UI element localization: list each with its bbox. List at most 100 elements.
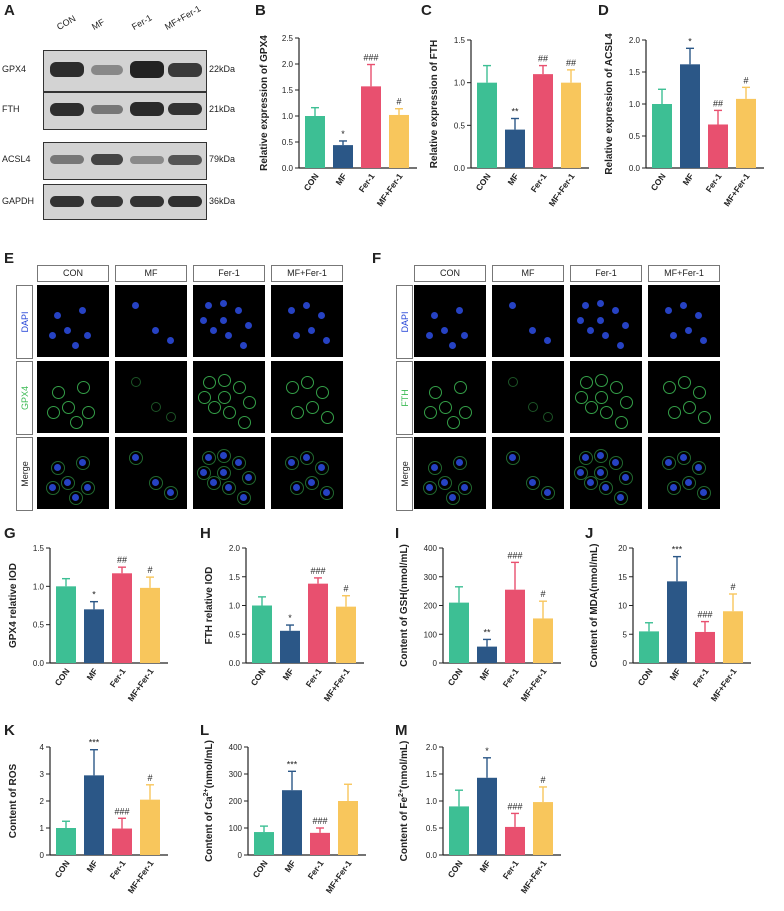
y-tick-label: 100: [229, 824, 243, 833]
if-micrograph: [37, 361, 109, 433]
y-tick-label: 0.5: [282, 138, 294, 147]
y-tick-label: 0.5: [229, 630, 241, 639]
x-tick-label: MF: [477, 858, 492, 874]
wb-lane-label: Fer-1: [130, 12, 154, 33]
bar-mf: [333, 145, 353, 168]
y-tick-label: 400: [424, 544, 438, 553]
y-axis-label: Content of ROS: [8, 763, 19, 838]
if-micrograph: [193, 285, 265, 357]
y-tick-label: 0.5: [426, 824, 438, 833]
chart-m-fe-content: 0.0 0.5 1.0 1.5 2.0 Content of Fe2+(nmol/mL) C…: [398, 741, 561, 895]
if-micrograph: [414, 361, 486, 433]
panel-label-d: D: [598, 2, 609, 19]
y-tick-label: 1.0: [454, 79, 466, 88]
bar-fer-1: [695, 631, 715, 663]
bar-fer-1: [533, 74, 553, 168]
panel-label-m: M: [395, 722, 408, 739]
significance-marker: ##: [117, 555, 127, 565]
significance-marker: ###: [507, 550, 522, 560]
panel-label-l: L: [200, 722, 210, 739]
significance-marker: #: [147, 773, 152, 783]
panel-label-a: A: [4, 2, 15, 19]
x-tick-label: MF+Fer-1: [547, 171, 577, 208]
significance-marker: #: [730, 582, 735, 592]
if-micrograph: [37, 437, 109, 509]
if-micrograph: [492, 361, 564, 433]
significance-marker: #: [540, 775, 545, 785]
if-micrograph: [37, 285, 109, 357]
y-axis-label: Relative expression of GPX4: [259, 35, 270, 171]
x-tick-label: MF: [667, 666, 682, 682]
bar-mf-fer-1: [736, 98, 756, 168]
x-tick-label: MF+Fer-1: [324, 858, 354, 895]
x-tick-label: MF+Fer-1: [709, 666, 739, 703]
bar-mf: [505, 129, 525, 168]
wb-lane-label: MF: [90, 16, 107, 32]
wb-band-acsl4: [43, 142, 207, 180]
bar-fer-1: [505, 826, 525, 855]
y-tick-label: 1.5: [282, 86, 294, 95]
bar-mf: [84, 775, 104, 855]
y-tick-label: 2: [40, 797, 45, 806]
y-tick-label: 200: [424, 602, 438, 611]
y-tick-label: 0.5: [454, 121, 466, 130]
significance-marker: ###: [363, 53, 378, 63]
x-tick-label: MF: [477, 666, 492, 682]
if-row-label: DAPI: [16, 285, 33, 359]
bar-con: [477, 82, 497, 168]
bar-mf: [680, 64, 700, 168]
panel-label-g: G: [4, 525, 16, 542]
y-tick-label: 0: [623, 659, 628, 668]
bar-mf-fer-1: [140, 799, 160, 855]
y-tick-label: 0.5: [629, 132, 641, 141]
significance-marker: **: [483, 627, 491, 637]
significance-marker: ###: [507, 801, 522, 811]
if-micrograph: [414, 437, 486, 509]
y-tick-label: 2.0: [426, 743, 438, 752]
bar-mf: [477, 777, 497, 855]
bar-con: [56, 586, 76, 663]
x-tick-label: MF: [84, 858, 99, 874]
x-tick-label: MF: [505, 171, 520, 187]
significance-marker: ***: [89, 738, 100, 748]
y-axis-label: Content of GSH(nmol/mL): [399, 544, 410, 667]
if-micrograph: [648, 361, 720, 433]
chart-k-ros-content: 0 1 2 3 4 Content of ROS CON *** MF ### Fer-1 # MF+F…: [8, 738, 168, 895]
y-tick-label: 2.0: [282, 60, 294, 69]
y-tick-label: 200: [229, 797, 243, 806]
y-tick-label: 0.0: [629, 164, 641, 173]
if-micrograph: [570, 437, 642, 509]
if-micrograph: [648, 437, 720, 509]
bar-con: [252, 605, 272, 663]
if-micrograph: [115, 285, 187, 357]
significance-marker: ***: [287, 759, 298, 769]
x-tick-label: CON: [302, 171, 321, 192]
y-axis-label: Content of MDA(nmol/mL): [589, 544, 600, 668]
x-tick-label: MF+Fer-1: [519, 666, 549, 703]
x-tick-label: CON: [53, 666, 72, 687]
significance-marker: *: [688, 36, 692, 46]
if-micrograph: [271, 437, 343, 509]
if-micrograph: [115, 437, 187, 509]
y-tick-label: 1.5: [229, 573, 241, 582]
significance-marker: ***: [672, 545, 683, 555]
y-tick-label: 100: [424, 630, 438, 639]
significance-marker: ###: [114, 806, 129, 816]
x-tick-label: Fer-1: [691, 666, 711, 689]
bar-mf: [667, 581, 687, 663]
x-tick-label: CON: [636, 666, 655, 687]
wb-kda-label: 79kDa: [209, 154, 236, 164]
if-micrograph: [193, 361, 265, 433]
if-column-header: MF: [492, 265, 564, 282]
y-tick-label: 1.0: [33, 582, 45, 591]
chart-g-gpx4-iod: 0.0 0.5 1.0 1.5 GPX4 relative IOD CON * MF ## Fer…: [8, 544, 168, 703]
if-micrograph: [115, 361, 187, 433]
significance-marker: #: [343, 584, 348, 594]
bar-mf-fer-1: [140, 587, 160, 663]
wb-lane-label: CON: [55, 13, 78, 33]
y-tick-label: 1: [40, 824, 45, 833]
y-tick-label: 5: [623, 630, 628, 639]
bar-mf-fer-1: [561, 82, 581, 168]
bar-con: [652, 104, 672, 168]
